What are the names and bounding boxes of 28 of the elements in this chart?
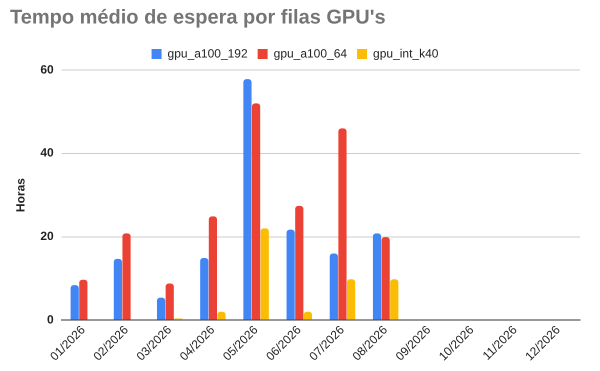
bar — [79, 280, 88, 320]
bar — [372, 233, 382, 320]
bar — [166, 283, 174, 320]
y-tick-label: 60 — [40, 62, 54, 76]
bar — [338, 128, 347, 320]
bar — [200, 258, 208, 320]
legend-label: gpu_a100_192 — [168, 46, 248, 60]
y-tick-label: 20 — [40, 229, 54, 244]
legend-label: gpu_a100_64 — [274, 46, 348, 60]
bar — [390, 279, 398, 320]
bar — [70, 285, 79, 320]
bar — [114, 258, 122, 320]
bar — [330, 253, 338, 320]
legend-label: gpu_int_k40 — [373, 46, 439, 60]
bar — [260, 228, 269, 320]
bar — [122, 233, 131, 320]
y-tick-label: 0 — [47, 312, 54, 326]
bar — [252, 103, 260, 320]
bar — [347, 279, 356, 320]
bar — [208, 216, 218, 320]
bar — [295, 206, 304, 320]
bar — [382, 237, 390, 320]
y-axis-title: Horas — [14, 178, 28, 212]
bar — [243, 79, 252, 320]
bar — [156, 298, 166, 320]
chart-title: Tempo médio de espera por filas GPU's — [10, 6, 386, 29]
y-tick-label: 40 — [40, 146, 54, 160]
bar — [286, 230, 295, 320]
